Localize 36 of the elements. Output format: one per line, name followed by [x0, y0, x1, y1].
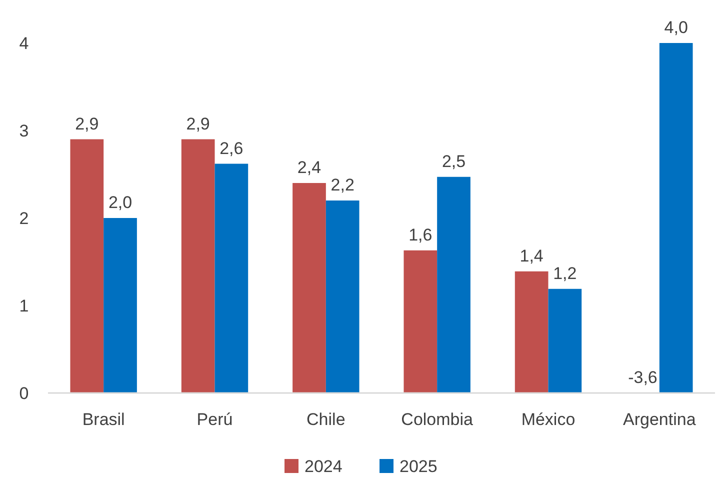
- bar: [548, 288, 582, 393]
- bar: [181, 139, 215, 393]
- y-tick-label: 1: [19, 296, 29, 316]
- bar: [659, 43, 693, 393]
- data-label: 2,4: [297, 158, 322, 177]
- data-label: 2,6: [220, 138, 244, 158]
- data-label: 1,6: [408, 225, 432, 244]
- bar: [437, 176, 470, 393]
- legend-label: 2024: [304, 456, 342, 476]
- bar: [404, 250, 438, 393]
- data-label: 4,0: [664, 18, 688, 37]
- bar: [326, 200, 360, 393]
- legend-label: 2025: [400, 456, 438, 476]
- y-tick-label: 3: [19, 121, 29, 140]
- bar: [514, 271, 548, 393]
- bar: [214, 164, 248, 393]
- data-label: 2,0: [108, 193, 132, 212]
- data-label: 2,2: [330, 176, 354, 194]
- x-tick-label: Perú: [196, 410, 233, 429]
- y-tick-label: 4: [19, 34, 29, 53]
- x-tick-label: Argentina: [623, 410, 696, 429]
- data-label: 2,9: [186, 114, 210, 134]
- bar: [104, 218, 137, 393]
- bar: [292, 183, 326, 393]
- bar: [70, 139, 104, 393]
- data-label: 2,9: [75, 114, 99, 134]
- x-tick-label: Colombia: [401, 410, 474, 429]
- y-tick-label: 0: [19, 384, 29, 403]
- x-tick-label: Brasil: [82, 410, 125, 429]
- data-label: 1,4: [520, 246, 544, 266]
- y-tick-label: 2: [19, 208, 29, 228]
- x-tick-label: México: [521, 410, 576, 429]
- data-label: 1,2: [553, 264, 577, 283]
- annotation: -3,6: [628, 368, 658, 387]
- data-label: 2,5: [442, 152, 466, 171]
- x-tick-label: Chile: [306, 410, 346, 429]
